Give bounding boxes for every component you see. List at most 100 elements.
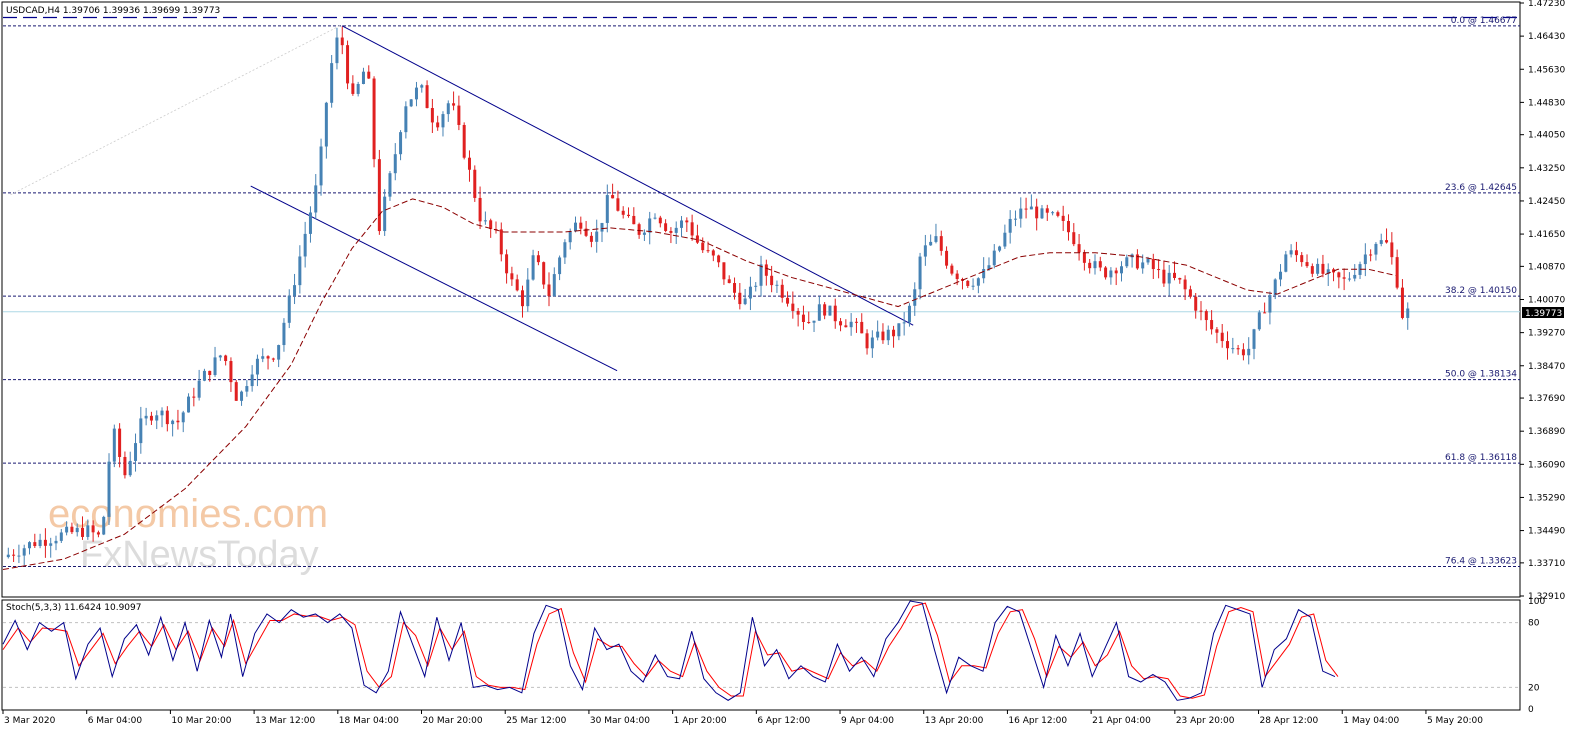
candle-body (1066, 220, 1070, 233)
symbol-title: USDCAD,H4 1.39706 1.39936 1.39699 1.3977… (6, 6, 220, 16)
candle-body (1220, 332, 1224, 342)
candle-body (1146, 258, 1150, 263)
candle-body (743, 298, 747, 305)
candle-body (1045, 208, 1049, 213)
candle-body (467, 157, 471, 170)
candle-body (399, 132, 403, 155)
candle-body (452, 103, 456, 106)
candle-body (563, 242, 567, 258)
candle-body (224, 355, 228, 362)
fib-label-0: 0.0 @ 1.46677 (1451, 16, 1517, 26)
candle-body (499, 229, 503, 255)
candle-body (1167, 272, 1171, 284)
candle-body (680, 220, 684, 228)
candle-body (414, 87, 418, 100)
candle-body (149, 415, 153, 421)
current-price-label: 1.39773 (1525, 309, 1562, 319)
candle-body (1226, 341, 1230, 349)
stoch-title: Stoch(5,3,3) 11.6424 10.9097 (6, 603, 141, 613)
candle-body (505, 254, 509, 274)
candle-body (383, 196, 387, 232)
stoch-signal-line (2, 602, 1339, 699)
candle-body (642, 232, 646, 235)
candle-body (1406, 308, 1410, 318)
candle-body (754, 285, 758, 287)
candle-body (282, 322, 286, 346)
candle-body (1263, 312, 1267, 314)
candle-body (1024, 208, 1028, 210)
time-tick-label-1: 6 Mar 04:00 (88, 716, 143, 726)
candle-body (192, 396, 196, 398)
candle-body (462, 124, 466, 158)
price-tick-label-6: 1.42450 (1528, 197, 1565, 207)
candle-body (1178, 277, 1182, 280)
candle-body (1035, 206, 1039, 219)
candle-body (1051, 212, 1055, 214)
candle-body (791, 303, 795, 311)
candle-body (1003, 232, 1007, 247)
candle-body (1284, 254, 1288, 272)
candle-body (971, 285, 975, 287)
price-tick-label-1: 1.46430 (1528, 32, 1565, 42)
candle-body (870, 337, 874, 349)
candle-body (966, 280, 970, 286)
candle-body (976, 278, 980, 286)
candle-body (1257, 312, 1261, 330)
candle-body (70, 526, 74, 533)
candle-body (1294, 250, 1298, 256)
time-tick-label-10: 9 Apr 04:00 (841, 716, 894, 726)
candle-body (181, 412, 185, 423)
candle-body (1061, 215, 1065, 221)
candle-body (245, 386, 249, 392)
candle-body (1082, 252, 1086, 263)
candle-body (38, 539, 42, 547)
candle-body (1088, 262, 1092, 269)
candle-body (240, 391, 244, 401)
candle-body (547, 284, 551, 297)
price-candles (6, 26, 1410, 566)
candle-body (913, 289, 917, 306)
candle-body (160, 410, 164, 416)
candle-body (1008, 218, 1012, 233)
candle-body (314, 185, 318, 213)
time-tick-label-5: 20 Mar 20:00 (423, 716, 483, 726)
candle-body (1342, 277, 1346, 279)
time-tick-label-2: 10 Mar 20:00 (171, 716, 231, 726)
candle-body (1194, 296, 1198, 311)
candle-body (701, 242, 705, 251)
candle-body (128, 460, 132, 476)
candle-body (43, 539, 47, 546)
candle-body (568, 231, 572, 243)
candle-body (1093, 261, 1097, 269)
price-tick-label-10: 1.39270 (1528, 329, 1565, 339)
price-tick-label-15: 1.35290 (1528, 493, 1565, 503)
candle-body (1353, 274, 1357, 279)
candle-body (75, 527, 79, 533)
candle-body (621, 210, 625, 215)
candle-body (1358, 264, 1362, 275)
candle-body (876, 331, 880, 338)
price-tick-label-13: 1.36890 (1528, 427, 1565, 437)
stoch-main-line (2, 600, 1336, 701)
candle-body (945, 250, 949, 266)
candle-body (770, 275, 774, 286)
candle-body (1072, 232, 1076, 245)
candle-body (733, 283, 737, 293)
candle-body (213, 357, 217, 376)
candle-body (102, 516, 106, 535)
candle-body (139, 418, 143, 444)
candle-body (1369, 254, 1373, 256)
candle-body (1273, 279, 1277, 296)
candle-body (91, 525, 95, 533)
time-tick-label-14: 23 Apr 20:00 (1176, 716, 1235, 726)
candle-body (1151, 258, 1155, 270)
candle-body (1077, 244, 1081, 253)
candle-body (510, 273, 514, 280)
time-tick-label-0: 3 Mar 2020 (4, 716, 56, 726)
candle-body (298, 256, 302, 286)
price-tick-label-12: 1.37690 (1528, 394, 1565, 404)
candle-body (1013, 218, 1017, 220)
price-tick-label-7: 1.41650 (1528, 230, 1565, 240)
candle-body (112, 428, 116, 462)
candle-body (584, 228, 588, 236)
